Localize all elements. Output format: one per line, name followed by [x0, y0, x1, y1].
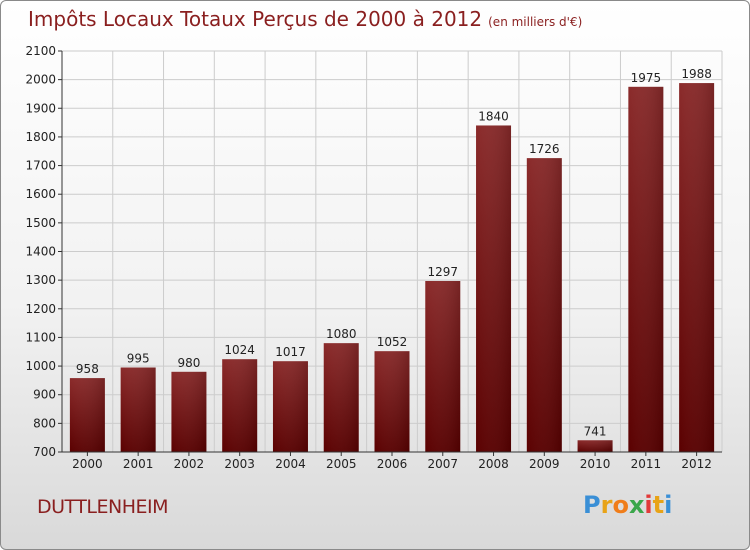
logo-letter: t: [652, 491, 665, 519]
y-tick-label: 1200: [25, 302, 56, 316]
y-tick-label: 1800: [25, 130, 56, 144]
bar-value-label: 1840: [478, 109, 509, 123]
y-tick-label: 1000: [25, 359, 56, 373]
x-tick-label: 2008: [478, 457, 509, 471]
x-tick-label: 2009: [529, 457, 560, 471]
y-tick-label: 1400: [25, 245, 56, 259]
x-tick-label: 2011: [631, 457, 662, 471]
bar-shade: [425, 281, 461, 452]
x-tick-label: 2006: [377, 457, 408, 471]
logo-letter: P: [583, 491, 601, 519]
bar-shade: [120, 367, 156, 452]
bar-shade: [171, 371, 207, 452]
bar-value-label: 741: [584, 424, 607, 438]
bar-value-label: 1017: [275, 345, 306, 359]
bar-value-label: 1297: [427, 265, 458, 279]
x-tick-label: 2001: [123, 457, 154, 471]
bar-value-label: 1975: [631, 71, 662, 85]
bar-shade: [577, 440, 613, 452]
bar-value-label: 995: [127, 352, 150, 366]
x-tick-label: 2005: [326, 457, 357, 471]
bar-value-label: 1052: [377, 335, 408, 349]
y-tick-label: 700: [33, 445, 56, 459]
bar-value-label: 980: [177, 356, 200, 370]
bar-shade: [526, 158, 562, 453]
bar-shade: [69, 378, 105, 452]
bar-value-label: 1080: [326, 327, 357, 341]
proxiti-logo: Proxiti: [583, 491, 672, 519]
logo-letter: i: [644, 491, 653, 519]
chart-title: Impôts Locaux Totaux Perçus de 2000 à 20…: [28, 7, 583, 31]
bar-shade: [323, 343, 359, 452]
bar-value-label: 1024: [224, 343, 255, 357]
y-tick-label: 2100: [25, 44, 56, 58]
bar-value-label: 1726: [529, 142, 560, 156]
x-tick-label: 2007: [427, 457, 458, 471]
bar-shade: [628, 86, 664, 452]
y-tick-label: 800: [33, 416, 56, 430]
y-tick-label: 1100: [25, 330, 56, 344]
y-tick-label: 2000: [25, 73, 56, 87]
chart-subtitle: (en milliers d'€): [488, 15, 583, 29]
x-tick-label: 2004: [275, 457, 306, 471]
y-tick-label: 1300: [25, 273, 56, 287]
axes: 700 800 900 1000 1100 1200 1300 1400 1500 1600 170…: [25, 44, 722, 471]
location-label: DUTTLENHEIM: [37, 496, 169, 518]
bar-value-label: 958: [76, 362, 99, 376]
bars: 958 995 980 1024 1017 1080 1052 1297 1840 1726 741…: [69, 67, 715, 453]
logo-letter: i: [664, 491, 673, 519]
bar-shade: [222, 359, 258, 452]
x-tick-label: 2012: [681, 457, 712, 471]
bar-value-label: 1988: [681, 67, 712, 81]
x-tick-label: 2002: [174, 457, 205, 471]
y-tick-label: 1600: [25, 187, 56, 201]
bar-shade: [679, 83, 715, 452]
bar-shade: [476, 125, 512, 452]
y-tick-label: 1700: [25, 159, 56, 173]
x-tick-label: 2000: [72, 457, 103, 471]
y-tick-label: 900: [33, 388, 56, 402]
logo-letter: o: [612, 491, 629, 519]
bar-shade: [374, 351, 410, 452]
y-tick-label: 1900: [25, 101, 56, 115]
bar-shade: [272, 361, 308, 452]
logo-letter: r: [600, 491, 613, 519]
x-tick-label: 2003: [224, 457, 255, 471]
y-tick-label: 1500: [25, 216, 56, 230]
logo-letter: x: [628, 491, 645, 519]
x-tick-label: 2010: [580, 457, 611, 471]
